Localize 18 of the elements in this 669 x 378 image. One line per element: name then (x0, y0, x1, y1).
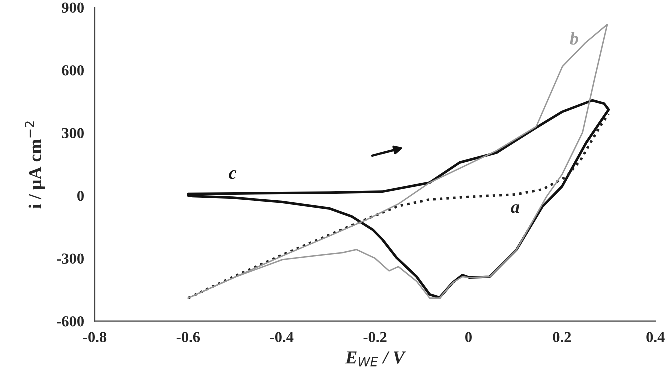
y-tick-label: 0 (78, 190, 84, 202)
y-tick-label: 300 (62, 128, 84, 139)
y-tick-label: 600 (62, 65, 84, 76)
x-tick-label: -0.8 (83, 332, 107, 343)
y-tick-label: 900 (62, 2, 84, 14)
x-tick-label: -0.2 (364, 332, 387, 343)
x-axis-title: E$_{WE}$ / V (345, 352, 406, 367)
series-label: a (511, 204, 520, 214)
series-label: c (229, 170, 237, 180)
x-tick-label: 0.4 (646, 332, 665, 343)
y-axis-title: i / μA cm$^{−2}$ (25, 122, 46, 209)
x-tick-label: -0.4 (270, 332, 294, 343)
series-label: b (570, 32, 578, 45)
y-tick-label: -300 (57, 254, 84, 264)
x-tick-label: 0 (466, 332, 472, 342)
y-tick-label: -600 (57, 316, 84, 327)
x-tick-label: -0.6 (176, 332, 200, 343)
x-tick-label: 0.2 (553, 332, 572, 343)
